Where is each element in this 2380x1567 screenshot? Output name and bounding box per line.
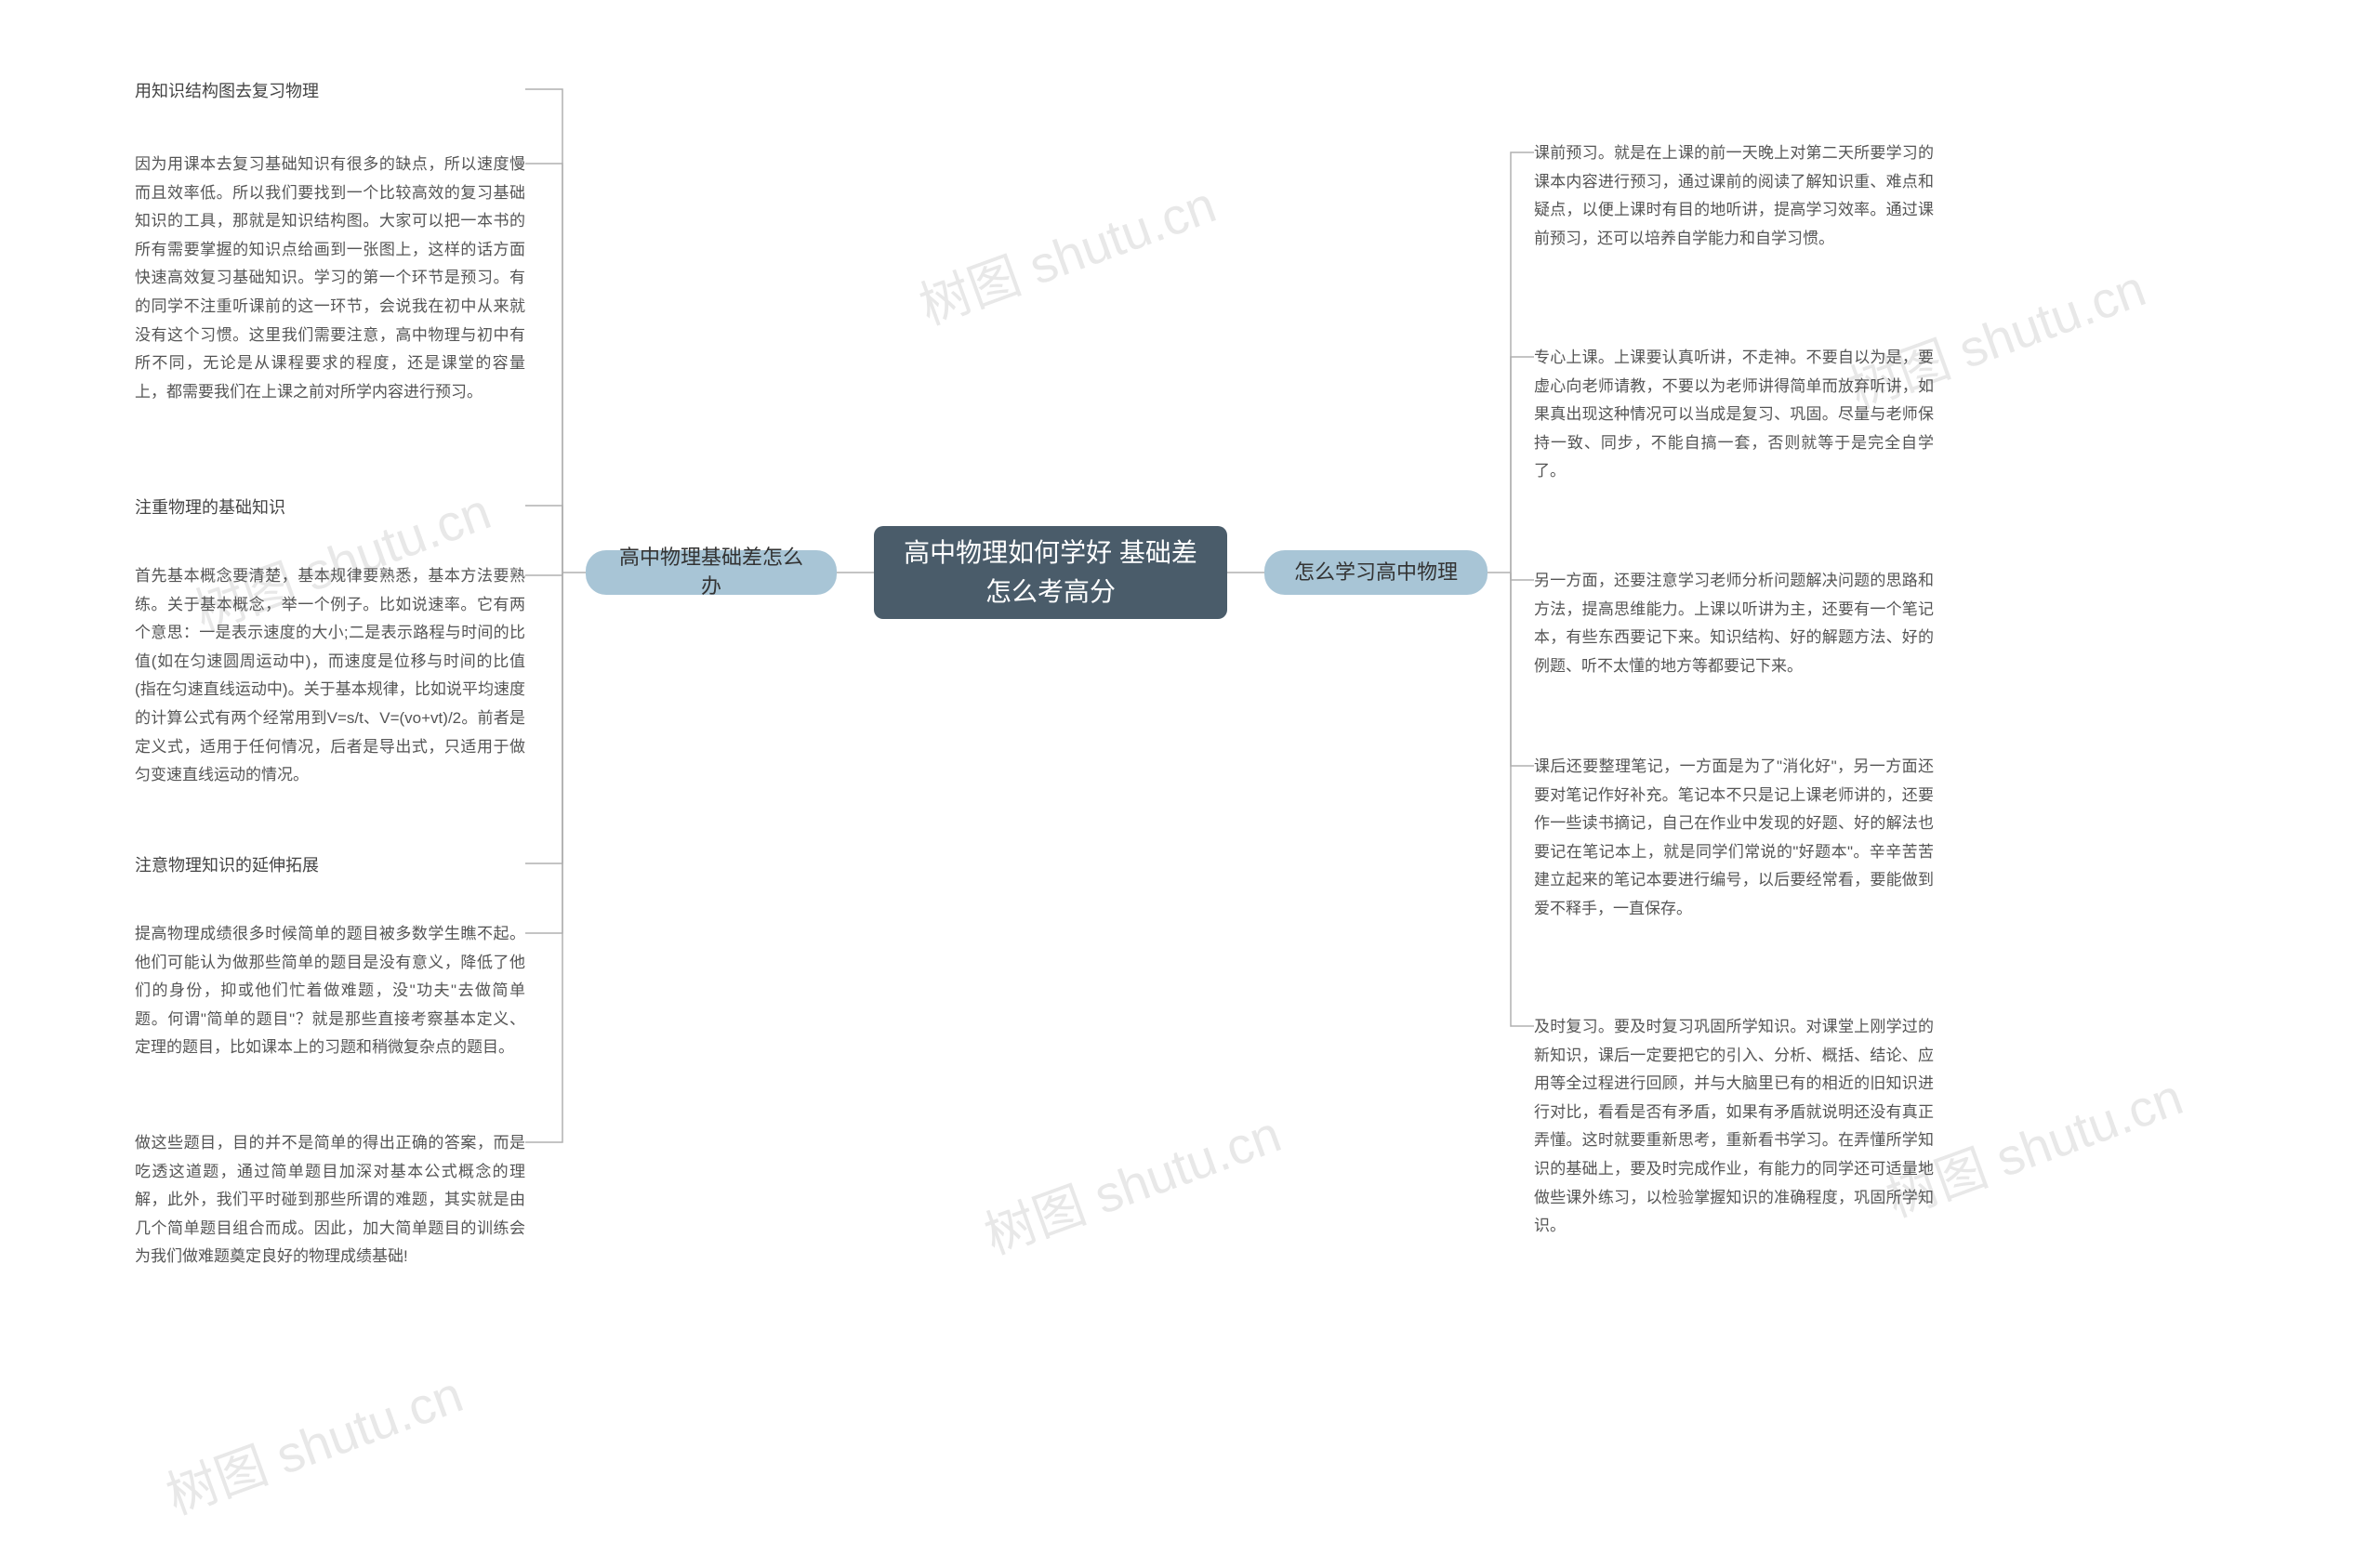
right-leaf: 另一方面，还要注意学习老师分析问题解决问题的思路和方法，提高思维能力。上课以听讲… [1534,567,1934,680]
watermark: 树图 shutu.cn [907,163,1223,338]
mindmap-canvas: 树图 shutu.cn树图 shutu.cn树图 shutu.cn树图 shut… [0,0,2380,1567]
right-leaf: 及时复习。要及时复习巩固所学知识。对课堂上刚学过的新知识，课后一定要把它的引入、… [1534,1013,1934,1241]
right-branch-label: 怎么学习高中物理 [1294,559,1458,587]
center-title-line1: 高中物理如何学好 基础差 [904,538,1197,567]
left-leaf: 注重物理的基础知识 [135,493,525,522]
right-branch-node: 怎么学习高中物理 [1264,550,1488,595]
watermark: 树图 shutu.cn [154,1352,470,1528]
left-branch-node: 高中物理基础差怎么办 [586,550,837,595]
right-leaf: 专心上课。上课要认真听讲，不走神。不要自以为是，要虚心向老师请教，不要以为老师讲… [1534,344,1934,486]
left-leaf: 提高物理成绩很多时候简单的题目被多数学生瞧不起。他们可能认为做那些简单的题目是没… [135,920,525,1062]
right-leaf: 课前预习。就是在上课的前一天晚上对第二天所要学习的课本内容进行预习，通过课前的阅… [1534,139,1934,253]
left-leaf: 因为用课本去复习基础知识有很多的缺点，所以速度慢而且效率低。所以我们要找到一个比… [135,151,525,406]
watermark: 树图 shutu.cn [972,1092,1289,1268]
left-leaf: 首先基本概念要清楚，基本规律要熟悉，基本方法要熟练。关于基本概念，举一个例子。比… [135,562,525,790]
center-title-line2: 怎么考高分 [985,577,1116,606]
center-node: 高中物理如何学好 基础差 怎么考高分 [874,526,1227,619]
left-branch-label: 高中物理基础差怎么办 [610,544,813,601]
left-leaf: 注意物理知识的延伸拓展 [135,850,525,880]
left-leaf: 做这些题目，目的并不是简单的得出正确的答案，而是吃透这道题，通过简单题目加深对基… [135,1129,525,1271]
left-leaf: 用知识结构图去复习物理 [135,76,525,106]
right-leaf: 课后还要整理笔记，一方面是为了"消化好"，另一方面还要对笔记作好补充。笔记本不只… [1534,753,1934,924]
